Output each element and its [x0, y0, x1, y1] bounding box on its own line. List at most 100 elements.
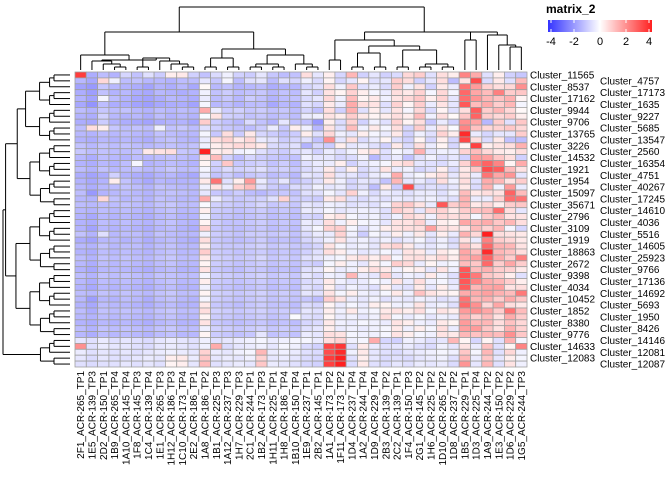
- heatmap-cell: [119, 230, 132, 238]
- heatmap-cell: [85, 124, 99, 132]
- heatmap-cell: [492, 248, 505, 256]
- heatmap-cell: [187, 278, 200, 285]
- heatmap-cell: [85, 112, 99, 120]
- heatmap-cell: [300, 154, 313, 161]
- heatmap-cell: [390, 89, 404, 96]
- heatmap-cell: [424, 230, 437, 238]
- heatmap-cell: [74, 283, 87, 291]
- heatmap-cell: [334, 136, 347, 144]
- heatmap-cell: [458, 89, 471, 96]
- heatmap-cell: [142, 319, 155, 327]
- heatmap-cell: [187, 319, 200, 327]
- heatmap-cell: [447, 331, 460, 338]
- heatmap-cell: [458, 183, 471, 191]
- heatmap-cell: [311, 124, 324, 132]
- heatmap-cell: [323, 295, 336, 303]
- heatmap-cell: [85, 95, 99, 102]
- heatmap-cell: [74, 325, 87, 333]
- heatmap-cell: [176, 260, 189, 268]
- heatmap-cell: [447, 354, 460, 362]
- heatmap-cell: [74, 83, 87, 91]
- heatmap-cell: [357, 342, 370, 350]
- heatmap-cell: [187, 260, 200, 268]
- heatmap-cell: [198, 219, 212, 226]
- heatmap-cell: [289, 101, 302, 108]
- heatmap-cell: [436, 148, 449, 155]
- heatmap-cell: [198, 148, 212, 155]
- heatmap-cell: [119, 148, 132, 155]
- color-legend: matrix_2 420-2-4: [546, 2, 652, 48]
- heatmap-cell: [119, 107, 132, 114]
- heatmap-cell: [266, 342, 279, 350]
- heatmap-cell: [244, 266, 257, 274]
- heatmap-cell: [266, 313, 279, 321]
- heatmap-cell: [232, 154, 245, 161]
- heatmap-cell: [300, 195, 313, 203]
- heatmap-cell: [244, 124, 257, 132]
- heatmap-cell: [323, 348, 336, 356]
- heatmap-cell: [289, 283, 302, 291]
- heatmap-cell: [277, 136, 291, 144]
- heatmap-cell: [153, 189, 166, 197]
- heatmap-cell: [187, 230, 200, 238]
- heatmap-cell: [311, 112, 324, 120]
- heatmap-cell: [345, 207, 358, 214]
- heatmap-cell: [379, 278, 392, 285]
- heatmap-cell: [390, 301, 404, 309]
- heatmap-cell: [108, 319, 121, 327]
- heatmap-cell: [481, 83, 494, 91]
- heatmap-cell: [345, 165, 358, 173]
- heatmap-cell: [119, 71, 132, 79]
- heatmap-cell: [334, 342, 347, 350]
- heatmap-cell: [390, 160, 404, 167]
- heatmap-cell: [470, 254, 483, 262]
- heatmap-cell: [413, 278, 426, 285]
- heatmap-cell: [436, 118, 449, 126]
- heatmap-cell: [402, 95, 415, 102]
- heatmap-cell: [266, 337, 279, 344]
- heatmap-cell: [176, 236, 189, 244]
- heatmap-cell: [300, 177, 313, 185]
- heatmap-cell: [108, 325, 121, 333]
- heatmap-cell: [198, 283, 212, 291]
- heatmap-cell: [311, 118, 324, 126]
- heatmap-cell: [210, 278, 223, 285]
- heatmap-cell: [458, 71, 471, 79]
- heatmap-cell: [131, 313, 144, 321]
- heatmap-cell: [334, 230, 347, 238]
- heatmap-cell: [424, 301, 437, 309]
- heatmap-cell: [503, 272, 517, 279]
- heatmap-cell: [131, 154, 144, 161]
- heatmap-cell: [142, 348, 155, 356]
- row-label: Cluster_11565: [530, 70, 595, 81]
- heatmap-cell: [97, 142, 110, 150]
- heatmap-cell: [503, 242, 517, 250]
- heatmap-cell: [470, 124, 483, 132]
- heatmap-cell: [232, 230, 245, 238]
- heatmap-cell: [458, 242, 471, 250]
- heatmap-cell: [97, 319, 110, 327]
- heatmap-cell: [311, 248, 324, 256]
- heatmap-cell: [232, 183, 245, 191]
- column-label: 1A8_ACR-186_TP2: [200, 371, 211, 460]
- heatmap-cell: [424, 248, 437, 256]
- heatmap-cell: [481, 236, 494, 244]
- heatmap-cell: [198, 325, 212, 333]
- heatmap-cell: [413, 289, 426, 297]
- heatmap-cell: [390, 195, 404, 203]
- heatmap-cell: [85, 219, 99, 226]
- heatmap-cell: [232, 354, 245, 362]
- row-label: Cluster_5685: [600, 124, 660, 135]
- heatmap-cell: [85, 154, 99, 161]
- heatmap-cell: [458, 95, 471, 102]
- heatmap-cell: [436, 201, 449, 209]
- heatmap-cell: [379, 230, 392, 238]
- heatmap-cell: [74, 266, 87, 274]
- heatmap-cell: [108, 242, 121, 250]
- heatmap-cell: [447, 325, 460, 333]
- column-label: 1D6_ACR-229_TP2: [506, 371, 517, 460]
- heatmap-cell: [424, 154, 437, 161]
- heatmap-cell: [97, 124, 110, 132]
- heatmap-cell: [187, 254, 200, 262]
- heatmap-cell: [232, 295, 245, 303]
